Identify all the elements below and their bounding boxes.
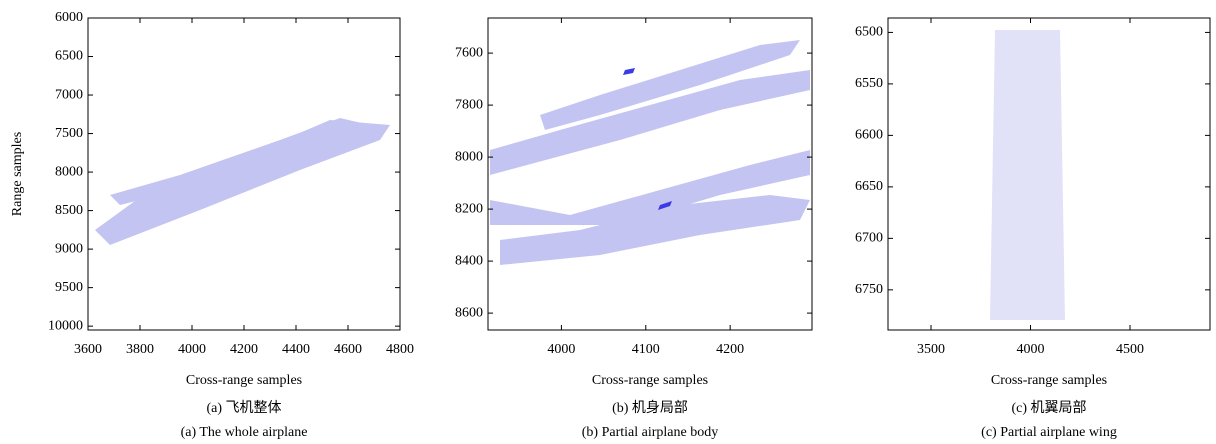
x-tick-label: 4800: [386, 342, 414, 357]
x-tick-label: 4000: [178, 342, 206, 357]
x-tick-label: 4500: [1116, 342, 1144, 357]
y-tick-label: 7800: [455, 97, 483, 112]
y-tick-label: 8600: [455, 305, 483, 320]
x-tick-label: 4100: [632, 342, 660, 357]
texture: [623, 68, 635, 75]
y-tick-label: 6750: [855, 282, 883, 297]
x-tick-label: 4600: [334, 342, 362, 357]
y-tick-label: 6500: [55, 49, 83, 64]
x-tick-label: 3500: [917, 342, 945, 357]
y-tick-label: 8500: [55, 203, 83, 218]
y-tick-label: 9500: [55, 280, 83, 295]
caption-en: (c) Partial airplane wing: [981, 425, 1117, 440]
x-tick-label: 4000: [547, 342, 575, 357]
texture: [490, 70, 810, 175]
y-tick-label: 6500: [855, 25, 883, 40]
caption: (a) 飞机整体: [206, 400, 281, 416]
caption-en: (a) The whole airplane: [181, 425, 308, 440]
texture: [500, 195, 810, 265]
x-tick-label: 3600: [74, 342, 102, 357]
caption: (b) 机身局部: [612, 400, 688, 416]
x-tick-label: 4200: [716, 342, 744, 357]
x-axis-label: Cross-range samples: [186, 373, 302, 388]
y-tick-label: 8200: [455, 201, 483, 216]
texture: [110, 118, 370, 205]
y-tick-label: 6600: [855, 128, 883, 143]
image-texture: [95, 30, 1065, 320]
x-tick-label: 4400: [282, 342, 310, 357]
caption: (c) 机翼局部: [1011, 400, 1086, 416]
y-tick-label: 6000: [55, 10, 83, 25]
y-tick-label: 8000: [55, 164, 83, 179]
y-tick-label: 10000: [48, 318, 83, 333]
x-tick-label: 3800: [126, 342, 154, 357]
texture: [95, 120, 390, 245]
y-tick-label: 7600: [455, 45, 483, 60]
y-tick-label: 6650: [855, 179, 883, 194]
texture: [540, 40, 800, 130]
plot-frame: [487, 17, 813, 331]
x-axis-label: Cross-range samples: [592, 373, 708, 388]
caption-en: (b) Partial airplane body: [582, 425, 718, 440]
y-tick-label: 6700: [855, 231, 883, 246]
y-tick-label: 7000: [55, 87, 83, 102]
texture: [990, 30, 1065, 320]
y-tick-label: 9000: [55, 241, 83, 256]
y-axis-label: Range samples: [10, 132, 25, 216]
x-tick-label: 4000: [1016, 342, 1044, 357]
y-tick-label: 7500: [55, 126, 83, 141]
texture: [658, 201, 672, 210]
y-tick-label: 6550: [855, 76, 883, 91]
texture: [490, 150, 810, 225]
plot-frame: [887, 17, 1211, 331]
y-tick-label: 8000: [455, 149, 483, 164]
y-tick-label: 8400: [455, 253, 483, 268]
x-tick-label: 4200: [230, 342, 258, 357]
x-axis-label: Cross-range samples: [991, 373, 1107, 388]
